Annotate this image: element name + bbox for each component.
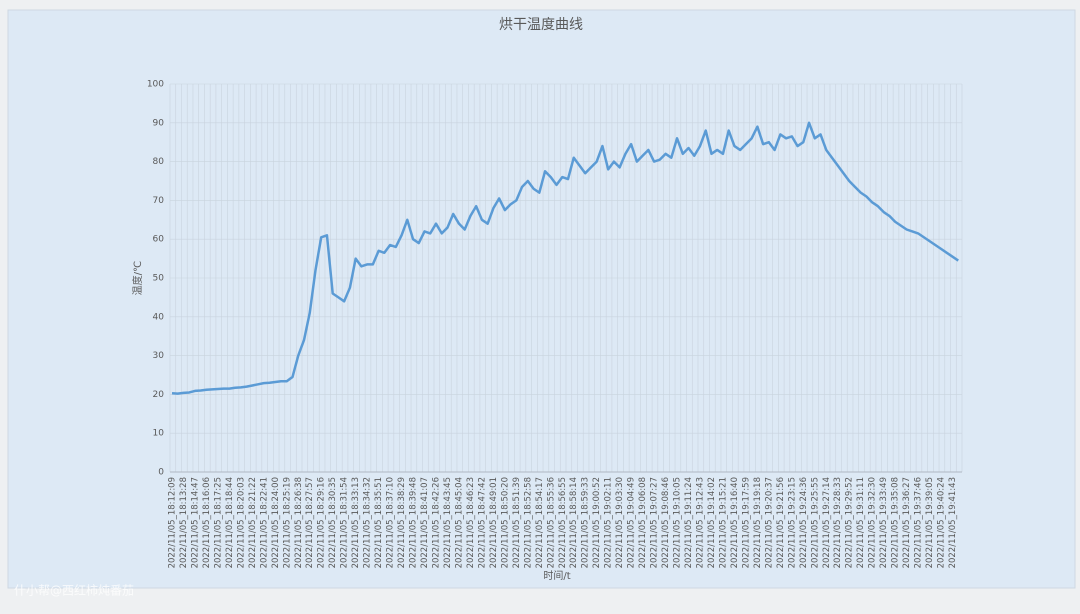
- x-tick-label: 2022/11/05_19:08:46: [661, 477, 671, 568]
- x-tick-label: 2022/11/05_18:38:29: [397, 477, 407, 568]
- x-tick-label: 2022/11/05_19:39:05: [925, 477, 935, 568]
- x-tick-label: 2022/11/05_18:59:33: [581, 477, 591, 568]
- x-tick-label: 2022/11/05_19:21:56: [776, 477, 786, 568]
- x-tick-label: 2022/11/05_19:14:02: [707, 477, 717, 568]
- x-tick-label: 2022/11/05_18:54:17: [535, 477, 545, 568]
- x-tick-label: 2022/11/05_18:42:26: [432, 477, 442, 568]
- x-tick-label: 2022/11/05_19:15:21: [718, 477, 728, 568]
- y-tick-label: 0: [158, 468, 164, 478]
- x-tick-label: 2022/11/05_19:11:24: [684, 477, 694, 568]
- x-tick-label: 2022/11/05_18:34:32: [363, 477, 373, 568]
- y-tick-label: 40: [153, 312, 165, 322]
- x-tick-label: 2022/11/05_18:50:20: [500, 477, 510, 568]
- x-tick-label: 2022/11/05_19:33:49: [879, 477, 889, 568]
- x-tick-label: 2022/11/05_19:40:24: [937, 477, 947, 568]
- x-tick-label: 2022/11/05_18:22:41: [259, 477, 269, 568]
- x-tick-label: 2022/11/05_19:16:40: [730, 477, 740, 568]
- x-tick-label: 2022/11/05_19:19:18: [753, 477, 763, 568]
- x-tick-label: 2022/11/05_19:02:11: [604, 477, 614, 568]
- x-tick-label: 2022/11/05_19:12:43: [696, 477, 706, 568]
- x-tick-label: 2022/11/05_18:46:23: [466, 477, 476, 568]
- x-tick-label: 2022/11/05_19:20:37: [764, 477, 774, 568]
- x-tick-label: 2022/11/05_19:24:36: [799, 477, 809, 568]
- x-tick-label: 2022/11/05_18:58:14: [569, 477, 579, 568]
- y-tick-label: 60: [153, 235, 165, 245]
- x-tick-label: 2022/11/05_18:16:06: [202, 477, 212, 568]
- x-tick-label: 2022/11/05_18:26:38: [294, 477, 304, 568]
- x-tick-label: 2022/11/05_18:55:36: [546, 477, 556, 568]
- x-tick-label: 2022/11/05_18:13:28: [179, 477, 189, 568]
- x-tick-label: 2022/11/05_19:10:05: [673, 477, 683, 568]
- x-tick-label: 2022/11/05_18:21:22: [248, 477, 258, 568]
- x-tick-label: 2022/11/05_18:12:09: [168, 477, 178, 568]
- x-tick-label: 2022/11/05_18:14:47: [190, 477, 200, 568]
- y-axis-title: 温度/℃: [131, 261, 144, 296]
- x-tick-label: 2022/11/05_18:24:00: [271, 477, 281, 568]
- x-tick-label: 2022/11/05_18:35:51: [374, 477, 384, 568]
- y-tick-label: 90: [153, 118, 165, 128]
- x-axis-title: 时间/t: [543, 569, 570, 582]
- x-tick-label: 2022/11/05_19:32:30: [868, 477, 878, 568]
- x-tick-label: 2022/11/05_19:04:49: [627, 477, 637, 568]
- x-tick-label: 2022/11/05_19:41:43: [948, 477, 958, 568]
- x-tick-label: 2022/11/05_19:36:27: [902, 477, 912, 568]
- x-tick-label: 2022/11/05_18:43:45: [443, 477, 453, 568]
- x-tick-label: 2022/11/05_18:49:01: [489, 477, 499, 568]
- x-tick-label: 2022/11/05_18:52:58: [523, 477, 533, 568]
- x-tick-label: 2022/11/05_18:37:10: [386, 477, 396, 568]
- y-tick-label: 20: [153, 390, 165, 400]
- x-tick-label: 2022/11/05_18:25:19: [282, 477, 292, 568]
- x-tick-label: 2022/11/05_18:29:16: [317, 477, 327, 568]
- x-tick-label: 2022/11/05_18:41:07: [420, 477, 430, 568]
- x-tick-label: 2022/11/05_19:27:14: [822, 477, 832, 568]
- x-tick-label: 2022/11/05_18:47:42: [477, 477, 487, 568]
- x-tick-label: 2022/11/05_19:17:59: [741, 477, 751, 568]
- chart-title: 烘干温度曲线: [499, 17, 583, 33]
- y-tick-label: 50: [153, 274, 165, 284]
- x-tick-label: 2022/11/05_18:27:57: [305, 477, 315, 568]
- x-tick-label: 2022/11/05_19:35:08: [891, 477, 901, 568]
- chart-area: [7, 9, 1076, 589]
- y-tick-label: 70: [153, 196, 165, 206]
- x-tick-label: 2022/11/05_18:45:04: [454, 477, 464, 568]
- watermark: 什小帮@西红柿炖番茄: [14, 583, 134, 598]
- y-tick-label: 100: [147, 80, 164, 90]
- x-tick-label: 2022/11/05_19:00:52: [592, 477, 602, 568]
- x-tick-label: 2022/11/05_18:33:13: [351, 477, 361, 568]
- y-tick-label: 30: [153, 351, 165, 361]
- x-tick-label: 2022/11/05_19:29:52: [845, 477, 855, 568]
- y-tick-label: 10: [153, 429, 165, 439]
- x-tick-label: 2022/11/05_18:31:54: [340, 477, 350, 568]
- data-line: [171, 121, 959, 395]
- x-tick-label: 2022/11/05_18:18:44: [225, 477, 235, 568]
- x-tick-label: 2022/11/05_19:06:08: [638, 477, 648, 568]
- x-tick-label: 2022/11/05_18:30:35: [328, 477, 338, 568]
- x-tick-label: 2022/11/05_18:56:55: [558, 477, 568, 568]
- x-tick-label: 2022/11/05_19:07:27: [650, 477, 660, 568]
- x-tick-label: 2022/11/05_18:17:25: [213, 477, 223, 568]
- x-tick-label: 2022/11/05_19:03:30: [615, 477, 625, 568]
- x-tick-label: 2022/11/05_18:51:39: [512, 477, 522, 568]
- x-tick-label: 2022/11/05_18:39:48: [409, 477, 419, 568]
- x-tick-label: 2022/11/05_19:31:11: [856, 477, 866, 568]
- x-tick-label: 2022/11/05_18:20:03: [236, 477, 246, 568]
- x-tick-label: 2022/11/05_19:37:46: [914, 477, 924, 568]
- x-tick-label: 2022/11/05_19:25:55: [810, 477, 820, 568]
- x-tick-label: 2022/11/05_19:23:15: [787, 477, 797, 568]
- x-tick-label: 2022/11/05_19:28:33: [833, 477, 843, 568]
- y-tick-label: 80: [153, 157, 165, 167]
